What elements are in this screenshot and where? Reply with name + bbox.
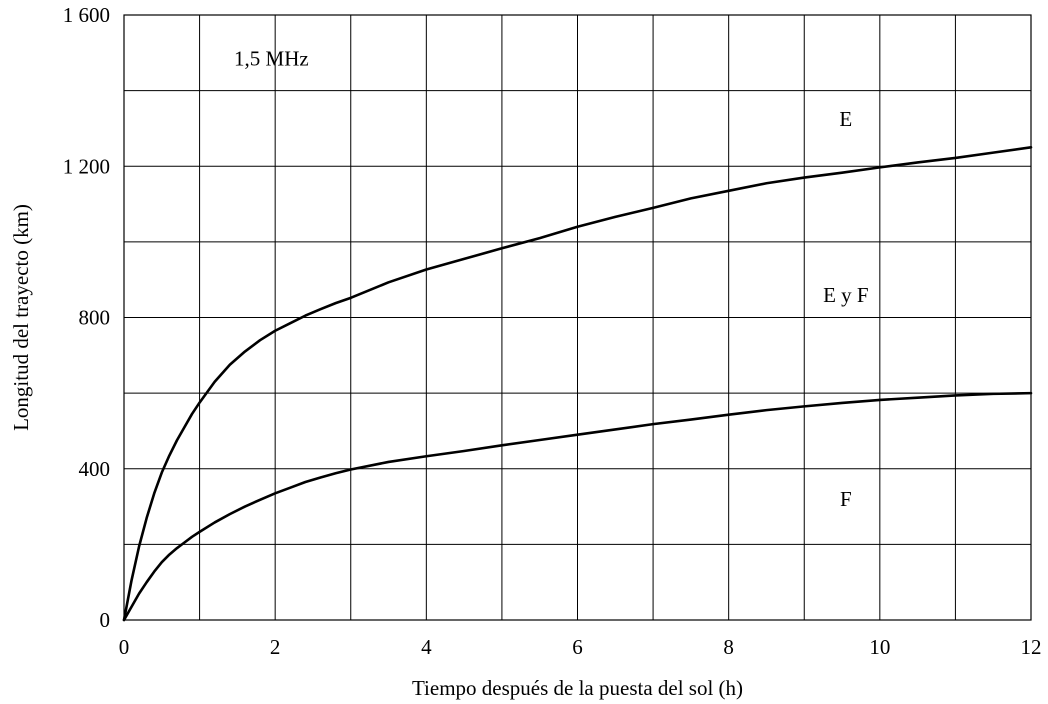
x-tick-label: 10 [869,635,890,659]
annotation-label: 1,5 MHz [234,46,309,70]
annotation-label: E [839,107,852,131]
grid [123,14,1032,621]
x-tick-labels: 0 2 4 6 8 10 12 [119,635,1042,659]
annotations: 1,5 MHz E E y F F [234,46,869,511]
y-tick-labels: 0 400 800 1 200 1 600 [63,3,110,632]
curves [122,146,1033,622]
x-tick-label: 8 [723,635,734,659]
x-tick-label: 12 [1021,635,1042,659]
curve-2 [122,391,1033,622]
x-axis-label: Tiempo después de la puesta del sol (h) [412,676,743,700]
x-tick-label: 2 [270,635,281,659]
x-tick-label: 0 [119,635,130,659]
annotation-label: F [840,487,852,511]
y-tick-label: 1 600 [63,3,110,27]
x-tick-label: 6 [572,635,583,659]
x-tick-label: 4 [421,635,432,659]
annotation-label: E y F [823,283,869,307]
y-axis-label: Longitud del trayecto (km) [9,204,33,431]
y-tick-label: 0 [100,608,111,632]
y-tick-label: 400 [79,457,111,481]
curve-1 [122,146,1033,622]
y-tick-label: 800 [79,306,111,330]
plot-frame [123,14,1032,621]
y-tick-label: 1 200 [63,154,110,178]
